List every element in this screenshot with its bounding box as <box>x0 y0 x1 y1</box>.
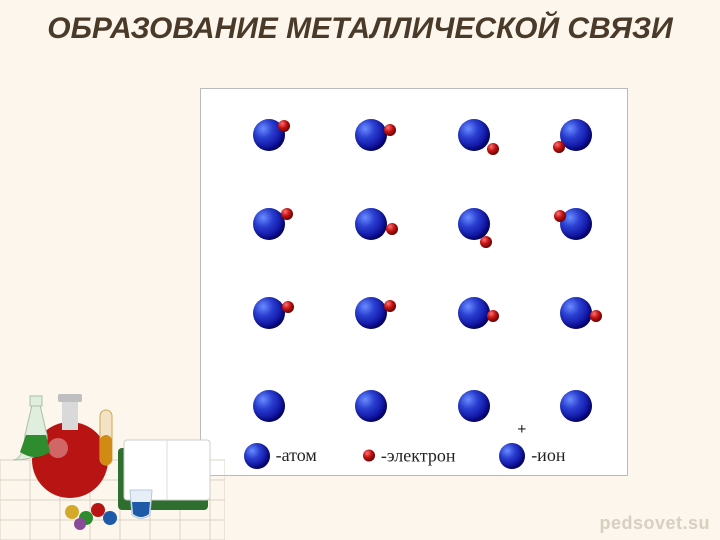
legend-label: -электрон <box>381 445 456 466</box>
plus-icon: + <box>517 421 526 439</box>
electron <box>386 223 398 235</box>
round-flask-icon <box>32 394 108 498</box>
lattice-atom <box>355 297 387 329</box>
atom-sphere <box>253 297 285 329</box>
atom-sphere <box>253 390 285 422</box>
atom-icon <box>244 443 270 469</box>
atom-sphere <box>355 390 387 422</box>
atom-sphere <box>355 297 387 329</box>
electron <box>281 208 293 220</box>
electron-icon <box>363 450 375 462</box>
legend-item-atom: -атом <box>244 443 317 469</box>
atom-sphere <box>560 119 592 151</box>
atom-sphere <box>560 208 592 240</box>
legend-label: -ион <box>531 445 565 466</box>
lattice-atom <box>458 390 490 422</box>
legend-item-ion: + -ион <box>499 443 565 469</box>
lattice-atom <box>560 208 592 240</box>
atom-sphere <box>355 119 387 151</box>
watermark: pedsovet.su <box>599 513 710 534</box>
atom-sphere <box>253 119 285 151</box>
beaker-icon <box>130 490 152 519</box>
electron <box>384 300 396 312</box>
lattice-grid: -атом -электрон + -ион <box>201 89 627 475</box>
electron <box>590 310 602 322</box>
lattice-atom <box>560 390 592 422</box>
atom-sphere <box>560 297 592 329</box>
page-title: ОБРАЗОВАНИЕ МЕТАЛЛИЧЕСКОЙ СВЯЗИ <box>0 0 720 47</box>
electron <box>487 310 499 322</box>
lattice-atom <box>458 208 490 240</box>
lattice-atom <box>560 297 592 329</box>
lattice-atom <box>458 119 490 151</box>
atom-sphere <box>560 390 592 422</box>
electron <box>553 141 565 153</box>
lattice-atom <box>253 390 285 422</box>
atom-sphere <box>355 208 387 240</box>
atom-sphere <box>458 119 490 151</box>
test-tube-icon <box>100 410 112 465</box>
atom-sphere <box>253 208 285 240</box>
lattice-atom <box>253 119 285 151</box>
book-icon <box>118 440 210 510</box>
electron <box>554 210 566 222</box>
lattice-atom <box>253 297 285 329</box>
marbles-icon <box>65 503 117 530</box>
erlenmeyer-flask-icon <box>13 396 50 460</box>
lattice-atom <box>355 390 387 422</box>
lattice-atom <box>458 297 490 329</box>
diagram-area: -атом -электрон + -ион <box>200 88 628 476</box>
electron <box>487 143 499 155</box>
atom-sphere <box>458 390 490 422</box>
chemistry-decoration <box>0 340 225 540</box>
legend-item-electron: -электрон <box>363 445 456 466</box>
electron <box>384 124 396 136</box>
atom-sphere <box>458 297 490 329</box>
electron <box>278 120 290 132</box>
electron <box>480 236 492 248</box>
lattice-atom <box>560 119 592 151</box>
lattice-atom <box>355 119 387 151</box>
electron <box>282 301 294 313</box>
atom-sphere <box>458 208 490 240</box>
lattice-atom <box>355 208 387 240</box>
legend-label: -атом <box>276 445 317 466</box>
lattice-atom <box>253 208 285 240</box>
ion-icon: + <box>499 443 525 469</box>
